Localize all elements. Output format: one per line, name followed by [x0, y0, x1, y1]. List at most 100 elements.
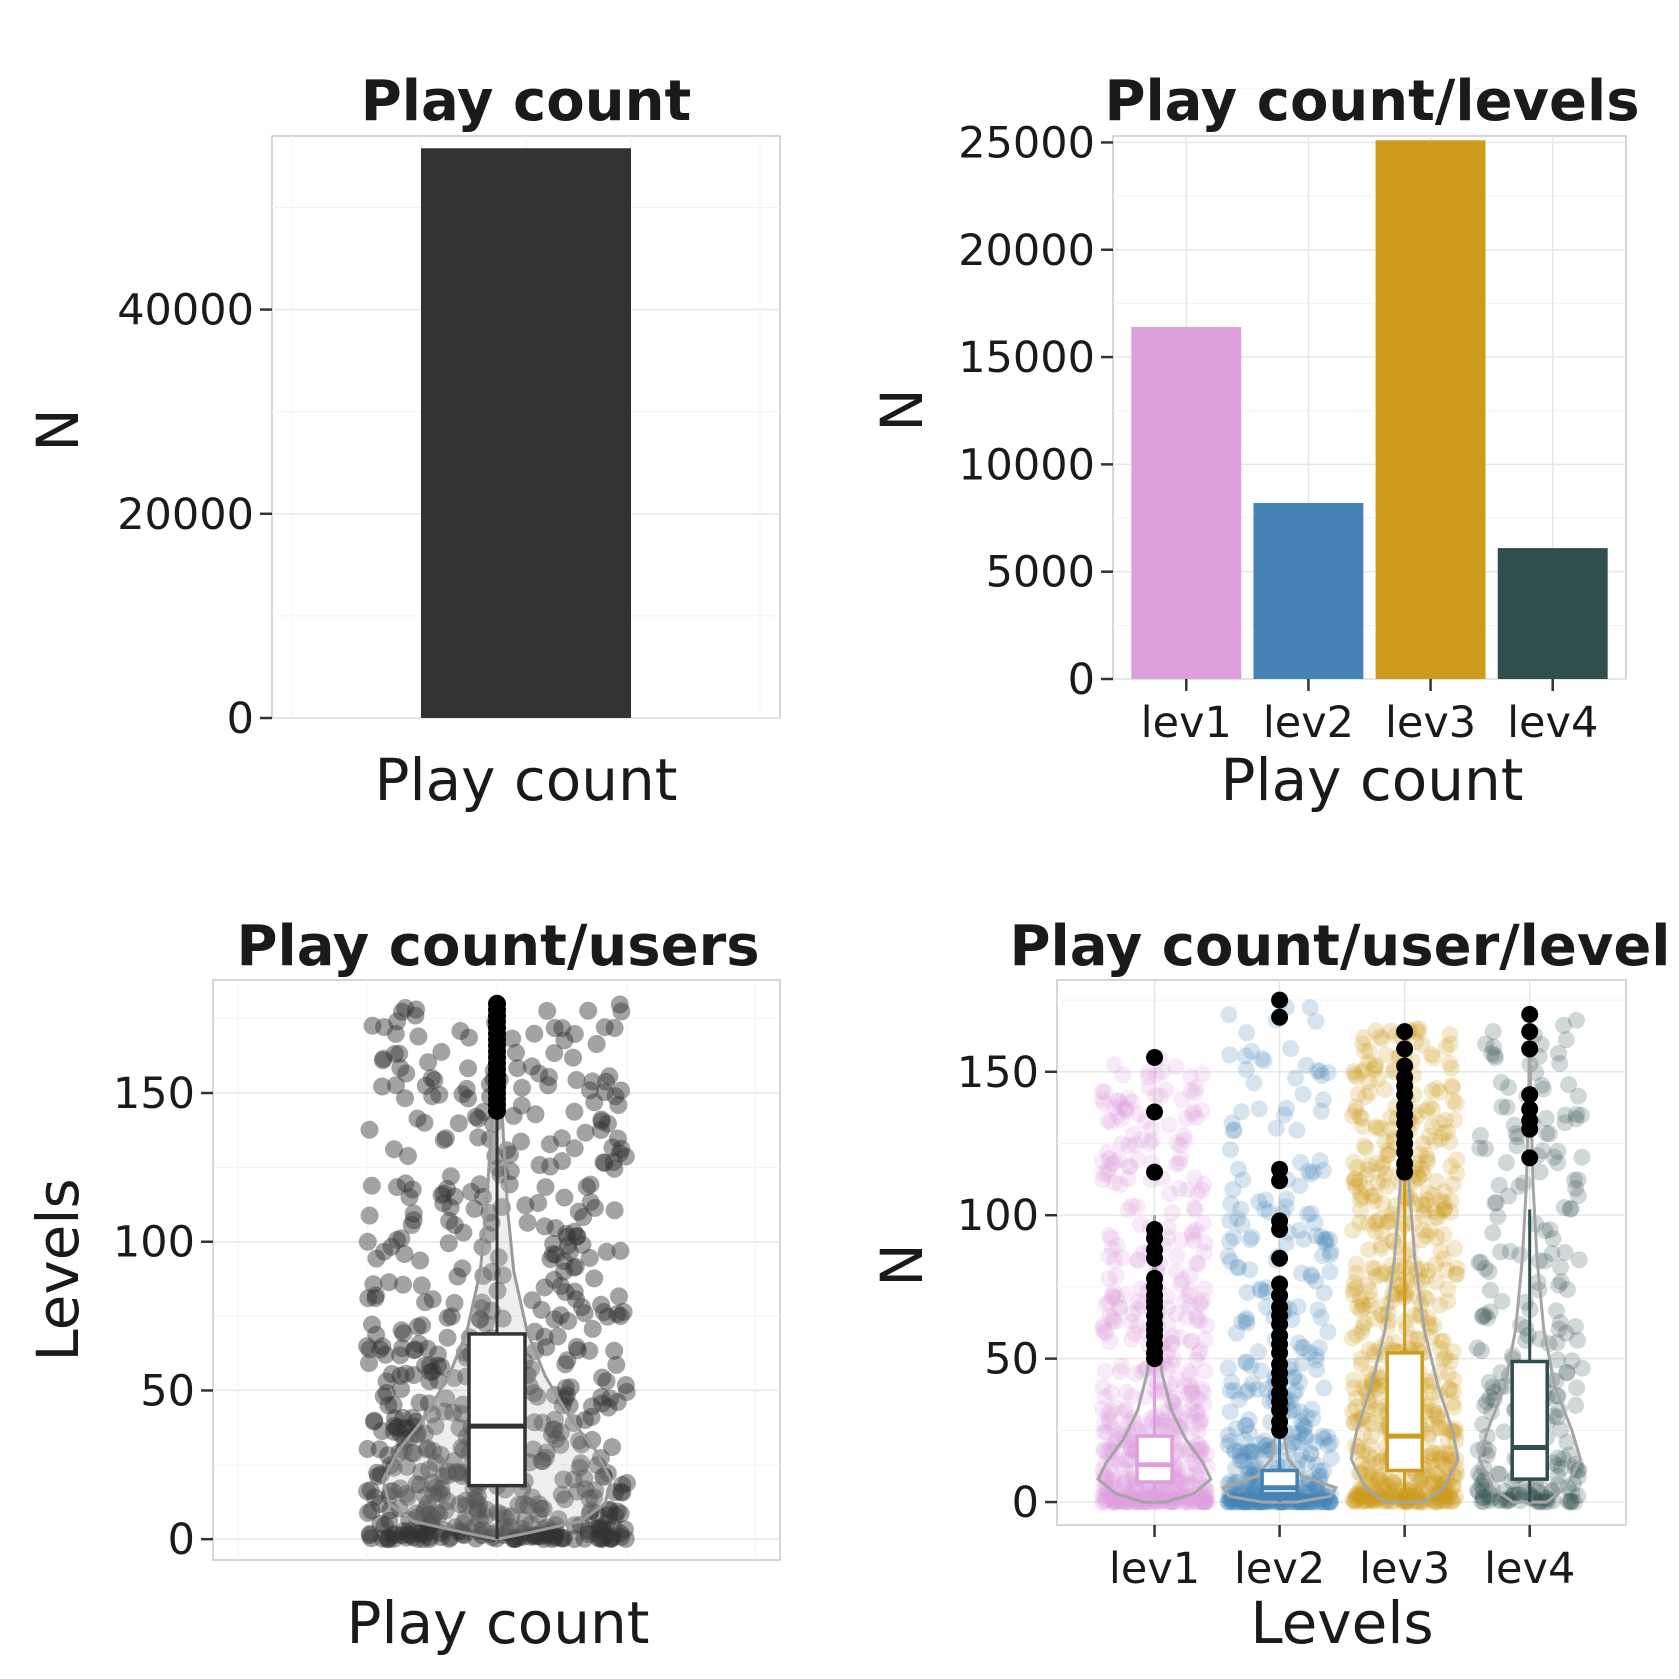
- data-point: [545, 1019, 564, 1037]
- data-point: [453, 1085, 472, 1104]
- data-point: [403, 1408, 422, 1427]
- data-point: [396, 999, 415, 1017]
- data-point: [470, 1175, 489, 1194]
- data-point: [607, 1355, 626, 1374]
- data-point: [1345, 1379, 1363, 1397]
- data-point: [555, 1188, 574, 1207]
- data-point: [1183, 1454, 1201, 1472]
- data-point: [1362, 1466, 1380, 1484]
- data-point: [1159, 1316, 1177, 1334]
- data-point: [1126, 1136, 1144, 1154]
- data-point: [1311, 1062, 1329, 1080]
- data-point: [564, 1470, 583, 1489]
- data-point: [1471, 1139, 1489, 1157]
- data-point: [1116, 1479, 1134, 1497]
- data-point: [1171, 1180, 1189, 1198]
- data-point: [548, 1327, 567, 1346]
- data-point: [1304, 1163, 1322, 1181]
- data-point: [1562, 1200, 1580, 1217]
- data-point: [411, 1524, 430, 1543]
- data-point: [413, 1523, 432, 1541]
- data-point: [543, 1245, 562, 1264]
- data-point: [360, 1206, 379, 1225]
- data-point: [372, 1465, 390, 1484]
- data-point: [576, 1480, 595, 1499]
- data-point: [1094, 1320, 1111, 1338]
- data-point: [1555, 1199, 1573, 1216]
- data-point: [502, 1507, 521, 1526]
- data-point: [1486, 1046, 1504, 1064]
- data-point: [1243, 1228, 1261, 1246]
- data-point: [1497, 1492, 1515, 1510]
- data-point: [1489, 1208, 1507, 1226]
- data-point: [1284, 1401, 1302, 1419]
- data-point: [1498, 1098, 1516, 1116]
- data-point: [360, 1354, 378, 1373]
- data-point: [1418, 1147, 1435, 1164]
- data-point: [1248, 1381, 1266, 1398]
- data-point: [1231, 1443, 1249, 1461]
- data-point: [1232, 1447, 1249, 1465]
- data-point: [1237, 1383, 1255, 1401]
- data-point: [1108, 1107, 1126, 1125]
- data-point: [435, 1521, 454, 1540]
- data-point: [1376, 1081, 1394, 1099]
- y-tick-label: 50: [984, 1335, 1039, 1385]
- data-point: [466, 1107, 485, 1126]
- data-point: [1369, 1174, 1387, 1192]
- data-point: [1123, 1093, 1141, 1111]
- data-point: [1163, 1335, 1181, 1353]
- data-point: [616, 1529, 635, 1548]
- data-point: [410, 1335, 429, 1353]
- data-point: [1345, 1371, 1363, 1389]
- data-point: [1414, 1135, 1432, 1153]
- data-point: [1490, 1465, 1508, 1483]
- data-point: [585, 1488, 603, 1507]
- data-point: [1144, 1412, 1162, 1430]
- data-point: [604, 1152, 623, 1171]
- data-point: [1180, 1286, 1198, 1304]
- data-point: [1499, 1078, 1517, 1096]
- data-point: [1237, 1047, 1254, 1065]
- data-point: [1538, 1124, 1555, 1142]
- data-point: [1191, 1312, 1209, 1330]
- data-point: [1435, 1419, 1453, 1437]
- bar-play-count: [421, 148, 631, 718]
- data-point: [1154, 1491, 1172, 1509]
- data-point: [530, 1156, 549, 1174]
- data-point: [567, 1338, 586, 1356]
- data-point: [546, 1516, 565, 1535]
- data-point: [1558, 1281, 1576, 1298]
- data-point: [1193, 1380, 1211, 1397]
- x-tick-label: lev4: [1484, 1544, 1575, 1594]
- data-point: [432, 1186, 451, 1205]
- x-tick-label: lev4: [1507, 698, 1598, 748]
- data-point: [1290, 1334, 1308, 1352]
- data-point: [1419, 1184, 1437, 1202]
- data-point: [1448, 1259, 1466, 1277]
- data-point: [1536, 1222, 1554, 1240]
- data-point: [1474, 1307, 1491, 1325]
- data-point: [420, 1460, 438, 1479]
- data-point: [1545, 1454, 1562, 1472]
- data-point: [1427, 1208, 1445, 1226]
- data-point: [1116, 1461, 1133, 1479]
- data-point: [1099, 1405, 1117, 1423]
- data-point: [360, 1526, 379, 1545]
- data-point: [1306, 1214, 1324, 1232]
- x-tick-label: lev1: [1141, 698, 1232, 748]
- data-point: [1406, 1479, 1424, 1497]
- data-point: [564, 1258, 583, 1277]
- data-point: [533, 1452, 552, 1470]
- data-point: [1492, 1073, 1510, 1091]
- data-point: [1163, 1355, 1181, 1373]
- data-point: [1187, 1221, 1205, 1239]
- data-point: [601, 1389, 620, 1408]
- data-point: [1480, 1487, 1498, 1505]
- data-point: [425, 1071, 444, 1090]
- data-point: [1233, 1313, 1251, 1331]
- data-point: [370, 1440, 389, 1459]
- data-point: [414, 1530, 433, 1549]
- data-point: [1120, 1089, 1137, 1107]
- data-point: [508, 1059, 527, 1078]
